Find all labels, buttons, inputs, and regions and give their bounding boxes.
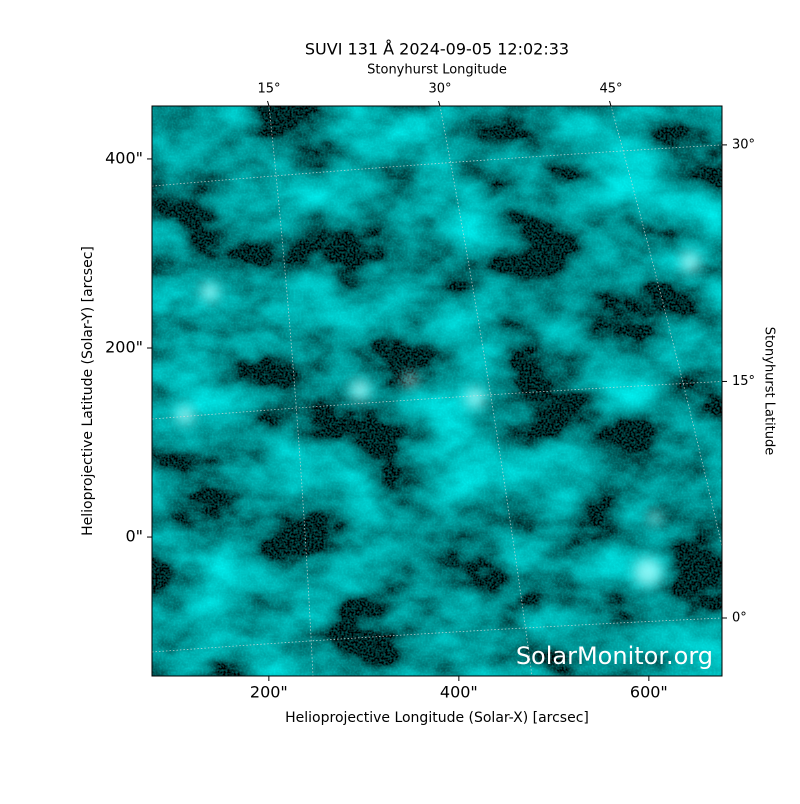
x-axis-label: Helioprojective Longitude (Solar-X) [arc… — [285, 710, 589, 726]
x-tick-label: 200" — [250, 683, 288, 702]
lon-tick — [267, 100, 270, 107]
right-axis-label: Stonyhurst Latitude — [762, 327, 777, 456]
lon-tick-label: 45° — [599, 82, 622, 97]
y-axis-label: Helioprojective Latitude (Solar-Y) [arcs… — [80, 246, 96, 536]
y-tick-label: 200" — [105, 337, 143, 356]
lon-tick — [609, 100, 612, 107]
lon-tick-label: 15° — [257, 82, 280, 97]
chart-title: SUVI 131 Å 2024-09-05 12:02:33 — [305, 40, 569, 59]
plot-frame — [151, 105, 723, 677]
lon-grid-line — [610, 106, 722, 549]
y-tick-label: 400" — [105, 148, 143, 167]
lon-grid-line — [439, 106, 533, 676]
x-tick-label: 400" — [440, 683, 478, 702]
x-tick-label: 600" — [630, 683, 668, 702]
lat-tick-label: 0° — [732, 611, 747, 626]
y-tick-label: 0" — [125, 527, 143, 546]
lon-tick — [438, 100, 441, 107]
watermark: SolarMonitor.org — [516, 642, 713, 670]
lat-tick-label: 30° — [732, 137, 755, 152]
lat-tick-label: 15° — [732, 374, 755, 389]
top-axis-label: Stonyhurst Longitude — [367, 63, 507, 78]
lon-tick-label: 30° — [428, 82, 451, 97]
solar-image — [152, 106, 722, 676]
